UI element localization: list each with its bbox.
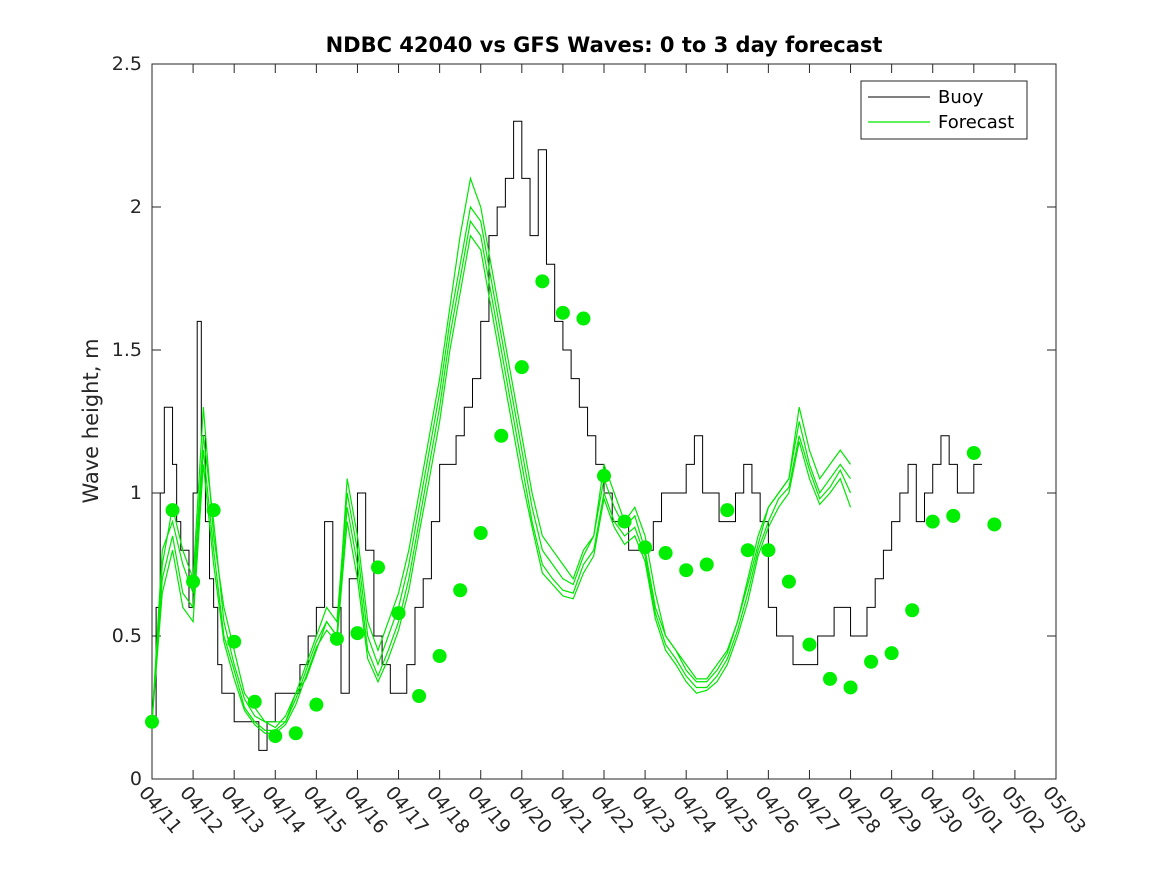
- x-tick-label: 04/30: [915, 782, 967, 838]
- forecast-marker-point: [843, 680, 858, 695]
- forecast-marker-point: [597, 468, 611, 483]
- forecast-series-line-3: [152, 219, 852, 731]
- forecast-marker-point: [720, 503, 735, 518]
- x-tick-label: 05/03: [1038, 782, 1090, 838]
- forecast-marker-point: [679, 563, 694, 578]
- forecast-marker-point: [946, 508, 961, 523]
- y-tick-label: 2: [130, 196, 142, 218]
- forecast-marker-point: [288, 726, 303, 741]
- legend-buoy-label: Buoy: [938, 87, 984, 108]
- forecast-marker-point: [329, 631, 344, 646]
- x-tick-label: 04/27: [792, 782, 844, 838]
- x-tick-label: 04/24: [668, 782, 720, 838]
- forecast-marker-point: [247, 694, 262, 709]
- legend: Buoy Forecast: [860, 80, 1028, 140]
- forecast-marker-point: [453, 583, 468, 598]
- x-tick-label: 04/26: [751, 782, 803, 838]
- forecast-marker-point: [371, 560, 385, 575]
- x-tick-label: 05/02: [997, 782, 1049, 838]
- x-tick-label: 04/18: [422, 782, 474, 838]
- forecast-marker-point: [699, 557, 714, 572]
- y-tick-label: 1.5: [112, 339, 142, 361]
- forecast-marker-point: [761, 543, 776, 558]
- forecast-series-line-2: [152, 205, 852, 729]
- x-tick-label: 04/16: [340, 782, 392, 838]
- forecast-marker-point: [864, 654, 879, 669]
- forecast-marker-point: [350, 626, 365, 641]
- forecast-marker-point: [658, 546, 673, 561]
- plot-area: 00.511.522.504/1104/1204/1304/1404/1504/…: [112, 53, 1090, 838]
- x-tick-label: 04/13: [216, 782, 268, 838]
- forecast-marker-point: [535, 274, 550, 289]
- forecast-marker-point: [309, 697, 324, 712]
- x-tick-label: 04/14: [257, 782, 309, 838]
- forecast-marker-point: [494, 428, 509, 443]
- y-axis-label: Wave height, m: [79, 338, 103, 503]
- forecast-marker-point: [186, 574, 201, 589]
- x-tick-label: 04/20: [504, 782, 556, 838]
- forecast-marker-point: [966, 445, 981, 460]
- forecast-marker-point: [268, 729, 283, 744]
- forecast-marker-point: [802, 637, 817, 652]
- x-tick-label: 04/25: [709, 782, 761, 838]
- forecast-marker-point: [206, 503, 221, 518]
- y-tick-label: 0.5: [112, 625, 142, 647]
- x-tick-label: 05/01: [956, 782, 1008, 838]
- forecast-marker-point: [638, 540, 653, 555]
- x-tick-label: 04/29: [874, 782, 926, 838]
- x-tick-label: 04/22: [586, 782, 638, 838]
- forecast-marker-point: [823, 671, 837, 686]
- y-tick-label: 0: [130, 768, 142, 790]
- forecast-marker-point: [514, 360, 529, 375]
- forecast-marker-point: [576, 311, 591, 326]
- x-tick-label: 04/19: [463, 782, 515, 838]
- forecast-marker-point: [145, 714, 159, 729]
- x-tick-label: 04/11: [134, 782, 186, 838]
- x-tick-label: 04/23: [627, 782, 679, 838]
- forecast-marker-point: [412, 689, 427, 704]
- forecast-marker-point: [905, 603, 920, 618]
- legend-forecast-label: Forecast: [938, 112, 1014, 133]
- forecast-marker-point: [740, 543, 755, 558]
- forecast-marker-point: [925, 514, 940, 529]
- legend-box: [860, 80, 1028, 140]
- forecast-marker-point: [473, 526, 488, 541]
- forecast-marker-point: [432, 649, 447, 664]
- x-tick-label: 04/28: [833, 782, 885, 838]
- x-tick-label: 04/21: [545, 782, 597, 838]
- forecast-marker-point: [555, 305, 570, 320]
- forecast-marker-point: [617, 514, 632, 529]
- y-tick-label: 2.5: [112, 53, 142, 75]
- x-tick-label: 04/12: [175, 782, 227, 838]
- forecast-series-line-1: [152, 176, 852, 723]
- forecast-marker-point: [165, 503, 180, 518]
- y-tick-label: 1: [130, 482, 142, 504]
- forecast-marker-point: [227, 634, 242, 649]
- forecast-marker-point: [987, 517, 1002, 532]
- x-tick-label: 04/17: [381, 782, 433, 838]
- forecast-marker-point: [781, 574, 796, 589]
- axes-box: [151, 63, 1057, 780]
- forecast-marker-point: [391, 606, 406, 621]
- forecast-marker-point: [884, 646, 899, 661]
- forecast-series-line-4: [152, 234, 852, 734]
- x-tick-label: 04/15: [299, 782, 351, 838]
- buoy-series-line: [152, 120, 983, 751]
- chart-title: NDBC 42040 vs GFS Waves: 0 to 3 day fore…: [326, 33, 883, 57]
